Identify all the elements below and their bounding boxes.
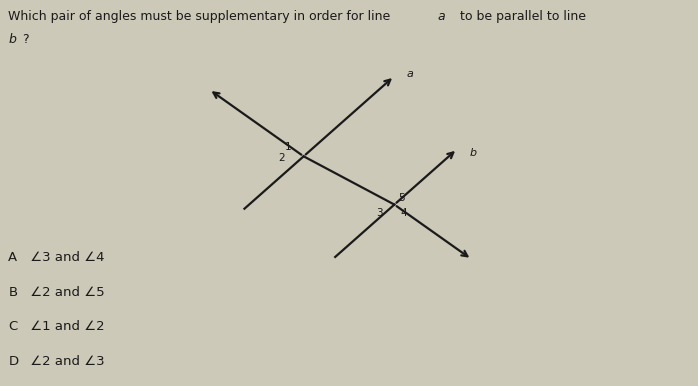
Text: 4: 4 <box>400 208 407 218</box>
Text: ?: ? <box>22 33 29 46</box>
Text: 3: 3 <box>376 208 383 218</box>
Text: ∠3 and ∠4: ∠3 and ∠4 <box>26 251 104 264</box>
Text: 5: 5 <box>398 193 405 203</box>
Text: ∠2 and ∠3: ∠2 and ∠3 <box>26 355 105 368</box>
Text: D: D <box>8 355 19 368</box>
Text: b: b <box>470 148 477 158</box>
Text: C: C <box>8 320 17 334</box>
Text: B: B <box>8 286 17 299</box>
Text: b: b <box>8 33 16 46</box>
Text: ∠2 and ∠5: ∠2 and ∠5 <box>26 286 105 299</box>
Text: A: A <box>8 251 17 264</box>
Text: a: a <box>438 10 445 23</box>
Text: Which pair of angles must be supplementary in order for line: Which pair of angles must be supplementa… <box>8 10 394 23</box>
Text: 1: 1 <box>285 142 292 152</box>
Text: 2: 2 <box>278 153 285 163</box>
Text: a: a <box>407 69 414 79</box>
Text: to be parallel to line: to be parallel to line <box>452 10 586 23</box>
Text: ∠1 and ∠2: ∠1 and ∠2 <box>26 320 105 334</box>
